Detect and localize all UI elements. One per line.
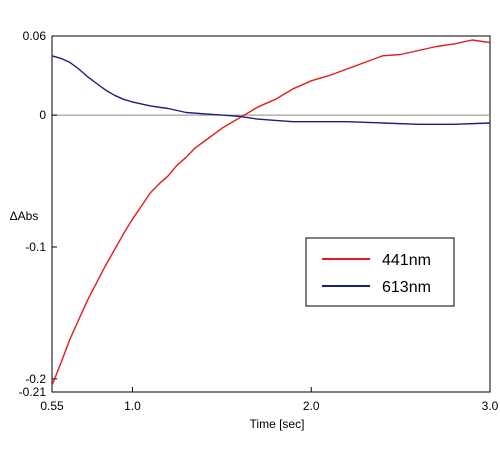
series-line-613nm [51,55,491,125]
x-axis-label: Time [sec] [250,417,305,431]
series-lines [51,39,491,386]
y-tick-label: 0.06 [23,29,47,43]
tick-labels: 0.06 0 -0.1 -0.2-0.210.55 1.0 2.0 3.0 [19,29,499,413]
y-tick-label: 0 [39,108,46,122]
y-tick-label: -0.1 [25,240,46,254]
series-line-441nm [51,39,491,386]
legend-label-441nm: 441nm [382,252,431,269]
y-axis-label: ΔAbs [10,209,39,223]
x-tick-label: 0.55 [40,399,64,413]
axes [51,35,491,393]
x-tick-label: 3.0 [482,399,499,413]
plot-frame [51,35,491,393]
x-tick-label: 1.0 [124,399,141,413]
y-tick-label: -0.21 [19,385,47,399]
legend-label-613nm: 613nm [382,279,431,296]
legend-box [305,237,455,307]
legend: 441nm 613nm [305,237,455,307]
y-tick-label: -0.2 [25,372,46,386]
x-tick-label: 2.0 [303,399,320,413]
